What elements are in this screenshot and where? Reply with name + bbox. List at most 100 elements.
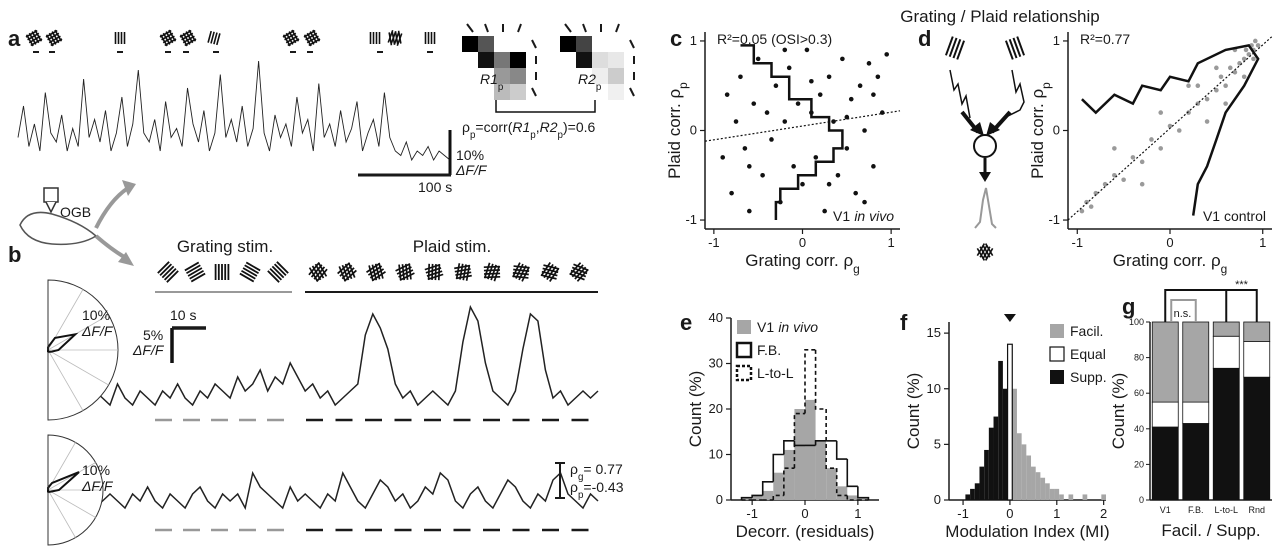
formula-part: R2 — [540, 119, 558, 135]
annotation: OGB — [60, 204, 91, 220]
matrix-cell — [576, 52, 592, 68]
formula: ρp=corr(R1p,R2p)=0.6 — [462, 119, 595, 141]
point — [755, 56, 761, 62]
grating-bar — [343, 269, 357, 282]
legend-swatch — [735, 364, 753, 382]
stimulus-icon — [114, 32, 126, 44]
grating-bar — [569, 272, 585, 281]
bar-segment — [1243, 376, 1271, 501]
grating-bar — [285, 35, 298, 44]
step-bin — [814, 349, 827, 410]
matrix-cell — [494, 84, 510, 100]
point — [795, 101, 801, 106]
y-tick-label: 20 — [1134, 459, 1144, 469]
y-tick-label: 1 — [690, 33, 697, 48]
fit-line — [1067, 36, 1273, 221]
grating-bar — [393, 32, 400, 45]
point — [800, 181, 805, 187]
panel-letter: a — [8, 26, 21, 51]
point — [1130, 155, 1136, 160]
stimulus-icon — [483, 265, 501, 279]
point — [720, 155, 726, 160]
y-axis-label-part: Count (%) — [904, 373, 923, 450]
grating-bar — [396, 33, 403, 47]
point — [769, 137, 774, 142]
point — [1158, 146, 1164, 151]
point — [862, 199, 867, 205]
grating-bar — [306, 35, 319, 44]
point — [1167, 123, 1173, 129]
grating-bar — [424, 263, 441, 271]
orientation-tick — [615, 23, 620, 33]
point — [1102, 181, 1108, 187]
x-tick-label: 0 — [799, 235, 806, 250]
neuron — [973, 134, 997, 158]
stimulus-icon — [337, 262, 357, 282]
panel-label-part: in vivo — [854, 208, 894, 224]
legend-label-part: Facil. — [1070, 323, 1103, 339]
scale-label: 10% — [456, 147, 484, 163]
bar — [965, 494, 971, 500]
bar — [1012, 388, 1017, 500]
grating-bar — [425, 267, 442, 274]
formula-part: p — [558, 130, 564, 141]
stimulus-icon — [976, 243, 994, 261]
point — [1214, 87, 1219, 93]
grating-bar — [164, 38, 177, 47]
step-bin — [761, 481, 774, 496]
panel-label: V1 in vivo — [833, 208, 894, 224]
stat-label-part: g — [578, 472, 583, 483]
grating-bar — [427, 273, 444, 281]
grating-bar — [513, 265, 530, 269]
grating-bar — [159, 263, 173, 277]
grating-bar — [163, 267, 177, 281]
stimulus-icon — [267, 261, 289, 283]
y-tick-label: 80 — [1134, 353, 1144, 363]
stimulus-icon — [282, 29, 300, 47]
x-axis-label: Modulation Index (MI) — [945, 522, 1109, 541]
scale-label: 10% — [82, 462, 110, 478]
significance-bracket — [1170, 299, 1197, 322]
x-axis-label-part: Grating corr. ρ — [1113, 251, 1221, 270]
point — [729, 190, 734, 196]
point — [1112, 172, 1117, 178]
panel-letter: f — [900, 310, 908, 335]
bar-segment — [1151, 426, 1179, 501]
legend-label: V1 in vivo — [757, 319, 818, 335]
x-axis-label: Grating corr. ρg — [745, 251, 860, 276]
annotation: R²=0.77 — [1080, 31, 1130, 47]
point — [813, 155, 819, 160]
y-axis-label: Count (%) — [904, 373, 923, 450]
x-tick-label: L-to-L — [1214, 505, 1238, 515]
x-tick-label: 0 — [1166, 235, 1173, 250]
stimulus-icon — [512, 262, 530, 282]
point — [862, 128, 867, 133]
y-axis-label-part: p — [676, 82, 690, 89]
stimulus-icon — [1005, 36, 1025, 60]
scale-unit: ΔF/F — [455, 162, 488, 178]
legend-label: Facil. — [1070, 323, 1103, 339]
grating-bar — [945, 36, 954, 56]
point — [764, 110, 770, 115]
point — [844, 114, 850, 120]
step-bin — [740, 496, 753, 500]
bar — [1002, 388, 1008, 500]
point — [1223, 101, 1228, 106]
bar-segment — [1182, 401, 1210, 424]
grating-bar — [316, 268, 328, 282]
stimulus-icon — [512, 265, 530, 279]
step-bin — [751, 494, 763, 498]
y-tick-label: 100 — [1129, 317, 1144, 327]
grating-bar — [976, 243, 986, 257]
grating-bar — [339, 264, 353, 277]
bar — [857, 498, 869, 500]
point — [747, 164, 752, 169]
point — [866, 61, 872, 66]
stimulus-icon — [25, 29, 43, 47]
stimulus-icon — [424, 263, 444, 281]
grating-bar — [269, 267, 283, 281]
bar — [1040, 477, 1046, 500]
polar-grid — [47, 489, 76, 538]
step-bin — [772, 453, 784, 482]
